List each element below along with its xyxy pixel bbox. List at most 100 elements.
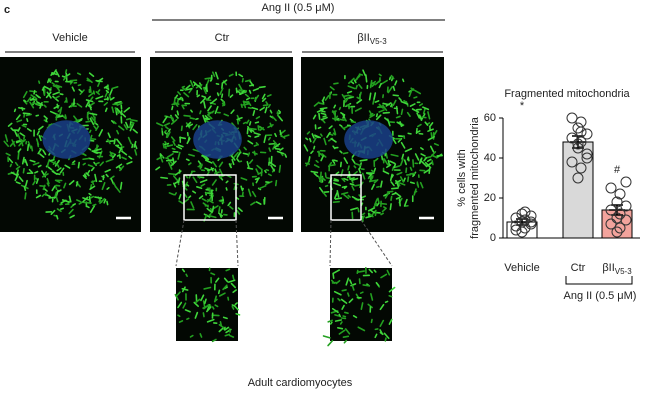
mitochondrion	[25, 113, 32, 117]
mitochondrion	[280, 152, 284, 157]
mitochondrion	[94, 173, 98, 183]
mitochondrion	[402, 177, 406, 183]
mitochondrion	[247, 188, 252, 197]
mitochondrion	[239, 90, 245, 95]
mitochondrion	[188, 123, 194, 128]
mitochondrion	[356, 270, 366, 274]
mitochondrion	[160, 156, 164, 163]
mitochondrion	[29, 98, 38, 101]
mitochondrion	[331, 110, 337, 113]
ctr-label: Ctr	[215, 32, 230, 44]
nucleus	[42, 120, 91, 159]
mitochondrion	[16, 119, 23, 123]
mitochondrion	[106, 138, 111, 145]
annotation: *	[520, 100, 525, 112]
mitochondrion	[89, 117, 95, 126]
mitochondrion	[223, 113, 230, 117]
mitochondrion	[327, 319, 333, 323]
mitochondrion	[49, 78, 53, 82]
mitochondrion	[43, 188, 48, 192]
mitochondrion	[121, 156, 127, 160]
mitochondrion	[55, 84, 63, 88]
mitochondrion	[391, 192, 397, 196]
mitochondrion	[113, 138, 116, 145]
mitochondrion	[234, 302, 238, 306]
mitochondrion	[218, 161, 224, 168]
mitochondrion	[59, 207, 64, 210]
mitochondrion	[326, 131, 331, 138]
mitochondrion	[406, 111, 411, 118]
mitochondrion	[201, 95, 207, 99]
mitochondrion	[343, 177, 349, 181]
mitochondrion	[214, 105, 219, 115]
mitochondrion	[199, 179, 208, 184]
mitochondrion	[279, 147, 284, 152]
mitochondrion	[52, 160, 57, 166]
mitochondrion	[116, 129, 120, 135]
mitochondrion	[30, 145, 34, 152]
mitochondrion	[104, 168, 111, 173]
mitochondrion	[104, 107, 108, 113]
mitochondrion	[94, 161, 100, 165]
mitochondrion	[85, 120, 91, 123]
mitochondrion	[26, 96, 32, 103]
mitochondrion	[247, 125, 253, 133]
data-point	[525, 216, 537, 228]
mitochondrion	[202, 304, 210, 309]
mitochondrion	[35, 93, 40, 99]
mitochondrion	[349, 177, 355, 181]
mitochondrion	[167, 128, 171, 132]
mitochondrion	[359, 159, 368, 162]
mitochondrion	[380, 202, 388, 205]
mitochondrion	[323, 137, 327, 146]
mitochondrion	[392, 138, 397, 145]
mitochondrion	[89, 86, 92, 94]
mitochondrion	[174, 94, 179, 99]
data-point	[572, 122, 584, 134]
mitochondrion	[99, 161, 105, 167]
mitochondrion	[114, 100, 122, 104]
mitochondrion	[305, 159, 311, 167]
y-tick-label: 0	[490, 232, 496, 244]
mitochondrion	[255, 115, 261, 120]
mitochondrion	[36, 101, 44, 106]
mitochondrion	[416, 112, 421, 119]
mitochondrion	[342, 335, 350, 339]
mitochondrion	[339, 321, 343, 325]
data-point	[516, 208, 528, 220]
mitochondrion	[333, 178, 339, 182]
mitochondrion	[14, 161, 19, 167]
nucleus	[344, 120, 393, 159]
mitochondrion	[177, 280, 183, 283]
mitochondrion	[318, 112, 321, 120]
mitochondrion	[171, 105, 174, 111]
mitochondrion	[27, 141, 32, 149]
mitochondrion	[165, 157, 169, 160]
mitochondrion	[374, 157, 379, 162]
mitochondrion	[240, 177, 248, 181]
mitochondrion	[44, 86, 52, 91]
mitochondrion	[201, 154, 208, 161]
mitochondrion	[259, 106, 265, 111]
mitochondrion	[351, 177, 359, 181]
zoom-box	[183, 174, 237, 221]
mitochondrion	[36, 130, 40, 136]
mitochondrion	[358, 91, 362, 99]
mitochondrion	[55, 113, 58, 121]
mitochondrion	[375, 113, 379, 118]
mitochondrion	[241, 187, 244, 192]
mitochondrion	[9, 163, 13, 168]
mitochondrion	[231, 158, 235, 166]
mitochondrion	[64, 69, 68, 74]
mitochondrion	[164, 145, 167, 150]
mitochondrion	[241, 77, 244, 83]
mitochondrion	[214, 168, 218, 176]
mitochondrion	[408, 89, 413, 98]
mitochondrion	[92, 203, 97, 207]
inhibitor-text: βII	[357, 32, 369, 44]
mitochondrion	[246, 167, 254, 170]
mitochondrion	[195, 117, 199, 121]
category: Ctr	[571, 262, 586, 274]
data-point	[581, 128, 593, 140]
mitochondrion	[373, 269, 377, 273]
